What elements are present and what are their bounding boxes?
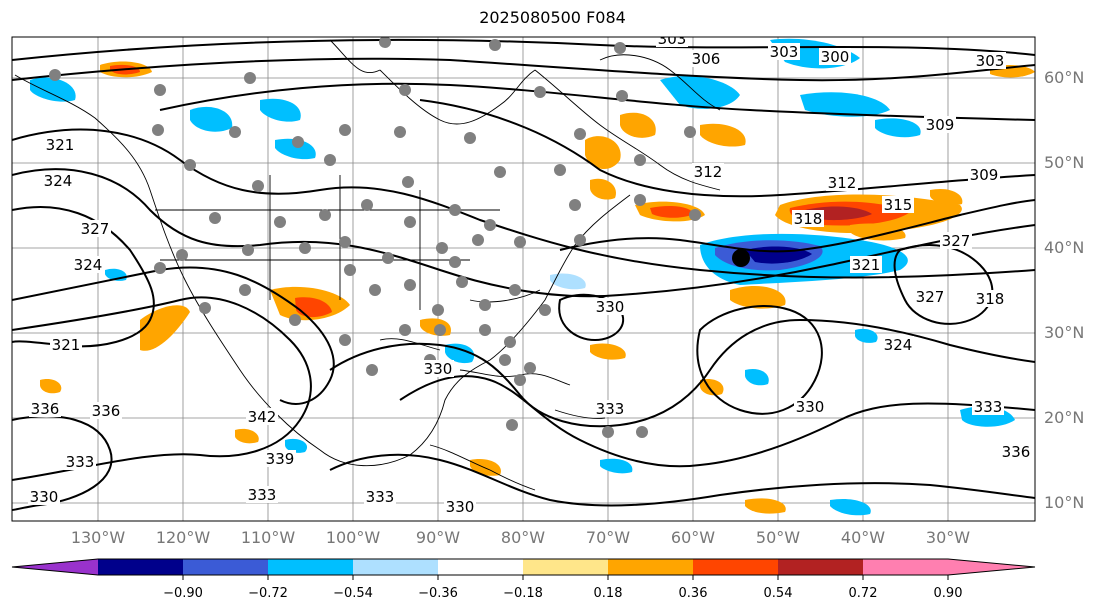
colorbar-tick-label: −0.90	[148, 586, 218, 601]
contour-label: 336	[31, 400, 60, 418]
lon-label: 50°W	[738, 528, 818, 547]
contour-label: 333	[974, 398, 1003, 416]
lon-label: 30°W	[908, 528, 988, 547]
colorbar-tick-label: 0.36	[658, 586, 728, 601]
colorbar-bin	[863, 559, 948, 575]
lon-label: 110°W	[228, 528, 308, 547]
colorbar-bin	[778, 559, 863, 575]
colorbar-tick-label: −0.54	[318, 586, 388, 601]
contour-label: 321	[52, 336, 81, 354]
contour-label: 324	[74, 256, 103, 274]
colorbar-bin	[268, 559, 353, 575]
colorbar	[12, 559, 1035, 580]
contour-label: 330	[30, 488, 59, 506]
contour-label: 330	[796, 398, 825, 416]
contour-label: 312	[828, 174, 857, 192]
colorbar-tick-label: 0.18	[573, 586, 643, 601]
colorbar-tick-label: 0.54	[743, 586, 813, 601]
contour-label: 330	[446, 498, 475, 516]
lon-label: 90°W	[398, 528, 478, 547]
contour-label: 303	[658, 30, 687, 48]
contour-label: 339	[266, 450, 295, 468]
contour-label: 300	[821, 48, 850, 66]
lat-label: 60°N	[1044, 68, 1084, 87]
contour-label: 333	[66, 453, 95, 471]
colorbar-tick-label: −0.36	[403, 586, 473, 601]
contour-label: 303	[770, 43, 799, 61]
colorbar-bin	[183, 559, 268, 575]
lat-label: 20°N	[1044, 408, 1084, 427]
contour-label: 318	[794, 210, 823, 228]
colorbar-tick-label: 0.72	[828, 586, 898, 601]
lat-label: 10°N	[1044, 493, 1084, 512]
contour-label: 330	[424, 360, 453, 378]
contour-label: 306	[692, 50, 721, 68]
contour-label: 321	[46, 136, 75, 154]
lon-label: 40°W	[823, 528, 903, 547]
contour-label: 315	[884, 196, 913, 214]
lat-label: 50°N	[1044, 153, 1084, 172]
contour-label: 324	[44, 172, 73, 190]
lon-label: 60°W	[653, 528, 733, 547]
contour-label: 327	[81, 220, 110, 238]
contour-label: 327	[916, 288, 945, 306]
contour-label: 309	[970, 166, 999, 184]
contour-label: 312	[694, 163, 723, 181]
lat-label: 40°N	[1044, 238, 1084, 257]
contour-label: 333	[248, 486, 277, 504]
colorbar-extend-high	[948, 559, 1035, 575]
contour-label: 336	[1002, 443, 1031, 461]
lon-label: 100°W	[313, 528, 393, 547]
contour-label: 327	[942, 232, 971, 250]
colorbar-bin	[523, 559, 608, 575]
contour-label: 303	[976, 52, 1005, 70]
contour-label: 333	[596, 400, 625, 418]
colorbar-bin	[693, 559, 778, 575]
colorbar-tick-label: −0.18	[488, 586, 558, 601]
storm-center-marker	[732, 249, 750, 267]
contour-label: 342	[248, 408, 277, 426]
colorbar-tick-label: 0.90	[913, 586, 983, 601]
contour-label: 324	[884, 336, 913, 354]
colorbar-bin	[438, 559, 523, 575]
contour-label: 321	[852, 256, 881, 274]
contour-label: 336	[92, 402, 121, 420]
lat-label: 30°N	[1044, 323, 1084, 342]
colorbar-bin	[98, 559, 183, 575]
lon-label: 120°W	[143, 528, 223, 547]
lon-label: 130°W	[58, 528, 138, 547]
contour-label: 330	[596, 298, 625, 316]
lon-label: 70°W	[568, 528, 648, 547]
colorbar-bin	[353, 559, 438, 575]
colorbar-tick-label: −0.72	[233, 586, 303, 601]
colorbar-extend-low	[12, 559, 98, 575]
contour-label: 318	[976, 290, 1005, 308]
colorbar-bin	[608, 559, 693, 575]
contour-label: 333	[366, 488, 395, 506]
contour-label: 309	[926, 116, 955, 134]
lon-label: 80°W	[483, 528, 563, 547]
